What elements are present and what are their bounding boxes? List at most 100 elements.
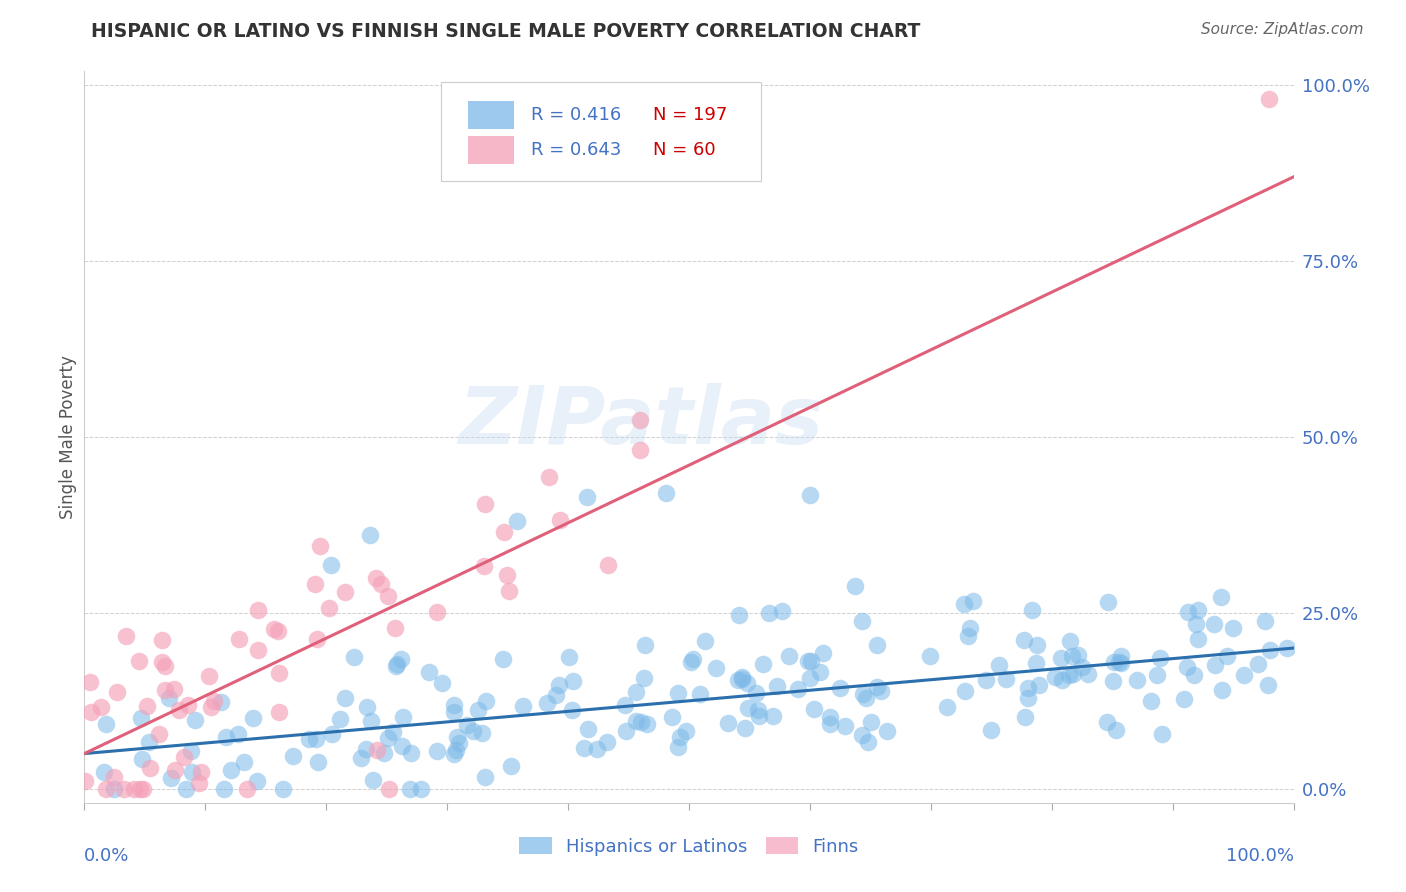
Point: [173, 750, 195, 764]
Point: [858, 735, 880, 749]
Point: [309, 539, 332, 553]
Point: [236, 781, 259, 796]
Point: [184, 714, 207, 728]
Point: [335, 690, 357, 705]
Point: [263, 622, 285, 636]
Point: [855, 691, 877, 706]
Point: [1185, 616, 1208, 631]
Point: [661, 710, 683, 724]
Point: [153, 659, 176, 673]
Point: [636, 717, 658, 731]
Point: [392, 709, 415, 723]
Text: HISPANIC OR LATINO VS FINNISH SINGLE MALE POVERTY CORRELATION CHART: HISPANIC OR LATINO VS FINNISH SINGLE MAL…: [91, 22, 921, 41]
Point: [138, 735, 160, 749]
Point: [1177, 605, 1199, 619]
Point: [90, 700, 112, 714]
Point: [471, 726, 494, 740]
Point: [1097, 595, 1119, 609]
Point: [122, 781, 145, 796]
Point: [1052, 673, 1074, 688]
Point: [366, 571, 388, 585]
Point: [418, 665, 440, 680]
Point: [475, 694, 498, 708]
Point: [689, 687, 711, 701]
Point: [200, 700, 222, 714]
Point: [267, 624, 290, 639]
Point: [446, 730, 468, 744]
Point: [103, 781, 125, 796]
Point: [305, 632, 328, 647]
Point: [1071, 659, 1094, 673]
Point: [737, 701, 759, 715]
Point: [613, 698, 636, 713]
Point: [128, 654, 150, 668]
Point: [329, 712, 352, 726]
Point: [498, 584, 520, 599]
Point: [444, 743, 467, 757]
Point: [128, 781, 150, 796]
Text: 0.0%: 0.0%: [84, 847, 129, 864]
Legend: Hispanics or Latinos, Finns: Hispanics or Latinos, Finns: [519, 837, 859, 856]
Point: [307, 756, 329, 770]
Point: [105, 685, 128, 699]
Point: [953, 684, 976, 698]
Point: [359, 528, 381, 542]
Point: [576, 722, 599, 736]
Text: Source: ZipAtlas.com: Source: ZipAtlas.com: [1201, 22, 1364, 37]
Point: [226, 727, 249, 741]
Point: [370, 577, 392, 591]
Point: [318, 600, 340, 615]
Point: [1211, 590, 1233, 604]
Point: [810, 665, 832, 679]
Point: [499, 759, 522, 773]
Point: [681, 655, 703, 669]
Point: [598, 558, 620, 572]
Point: [561, 703, 583, 717]
Point: [1150, 727, 1173, 741]
Point: [558, 650, 581, 665]
Point: [94, 781, 117, 796]
Point: [506, 514, 529, 528]
Point: [851, 614, 873, 628]
Point: [918, 648, 941, 663]
Point: [1222, 621, 1244, 635]
Point: [844, 579, 866, 593]
Point: [1211, 683, 1233, 698]
Point: [866, 680, 889, 694]
Point: [492, 651, 515, 665]
Point: [228, 632, 250, 646]
Point: [1258, 93, 1281, 107]
Point: [1247, 657, 1270, 671]
Point: [1017, 690, 1039, 705]
Point: [1062, 667, 1084, 681]
Point: [800, 654, 823, 668]
Point: [366, 742, 388, 756]
Point: [80, 706, 103, 720]
Point: [1173, 692, 1195, 706]
Point: [995, 672, 1018, 686]
Point: [704, 661, 727, 675]
Point: [246, 774, 269, 789]
Point: [343, 649, 366, 664]
Point: [1057, 668, 1080, 682]
Point: [1109, 649, 1132, 664]
Point: [103, 770, 125, 784]
Point: [1102, 674, 1125, 689]
Point: [159, 771, 181, 785]
Point: [770, 603, 793, 617]
Point: [174, 781, 197, 796]
Point: [1187, 632, 1209, 646]
Point: [321, 727, 343, 741]
Point: [624, 685, 647, 699]
Point: [786, 682, 808, 697]
Point: [1146, 668, 1168, 682]
Point: [467, 703, 489, 717]
Point: [799, 672, 821, 686]
Point: [575, 490, 598, 504]
Point: [247, 643, 270, 657]
Point: [548, 513, 571, 527]
Text: N = 197: N = 197: [652, 106, 727, 124]
Point: [474, 770, 496, 784]
Point: [1204, 658, 1226, 673]
Point: [1021, 602, 1043, 616]
